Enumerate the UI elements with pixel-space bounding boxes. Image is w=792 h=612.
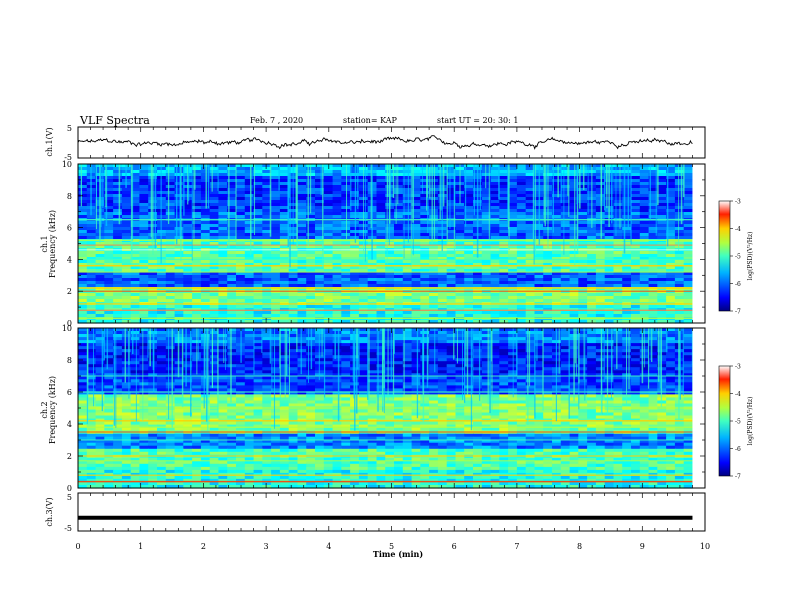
colorbar-tick-label: -5 (735, 419, 741, 426)
freq-tick-label: 10 (62, 324, 72, 333)
date-label: Feb. 7 , 2020 (250, 116, 303, 125)
ch2-spec-xticks (77, 328, 706, 488)
freq-tick-label: 4 (67, 420, 72, 429)
start-time-label: start UT = 20: 30: 1 (437, 116, 518, 125)
colorbar-tick-label: -4 (735, 226, 741, 233)
time-tick-label: 6 (452, 542, 457, 551)
freq-tick-label: 2 (67, 287, 72, 296)
ch1-spec-label: ch.1 (40, 235, 49, 252)
freq-tick-label: 0 (67, 484, 72, 493)
colorbar-tick-label: -3 (735, 199, 741, 206)
ch1-spectrogram-panel: 0 2 4 6 8 10 ch.1 Frequency (kHz) (40, 160, 706, 328)
ch2-spectrogram-panel: 0 2 4 6 8 10 ch.2 Frequency (kHz) (40, 324, 706, 493)
time-axis-label: Time (min) (373, 549, 423, 559)
ch2-freq-ticks: 0 2 4 6 8 10 (62, 324, 705, 493)
ch3-ylabel: ch.3(V) (45, 497, 54, 526)
freq-tick-label: 10 (62, 160, 72, 169)
ch1-spectrogram-image (78, 164, 705, 324)
time-tick-label: 1 (138, 542, 143, 551)
figure-title: VLF Spectra (79, 114, 150, 127)
ch2-colorbar-label: log(PSD)(V²/Hz) (747, 397, 754, 446)
colorbar-tick-label: -4 (735, 391, 741, 398)
ch2-freq-axis-label: Frequency (kHz) (48, 376, 57, 444)
ch3-waveform-panel: 5 -5 ch.3(V) (45, 492, 706, 533)
time-tick-label: 5 (389, 542, 394, 551)
ch1-freq-ticks: 0 2 4 6 8 10 (62, 160, 705, 328)
ch1-colorbar: -3 -4 -5 -6 -7 log(PSD)(V²/Hz) (718, 199, 754, 316)
station-label: station= KAP (343, 116, 398, 125)
time-tick-label: 10 (700, 542, 710, 551)
colorbar-tick-label: -6 (735, 446, 741, 453)
ch2-spec-label: ch.2 (40, 401, 49, 418)
ch1-colorbar-label: log(PSD)(V²/Hz) (747, 232, 754, 281)
freq-tick-label: 0 (67, 319, 72, 328)
freq-tick-label: 8 (67, 192, 72, 201)
time-tick-label: 8 (577, 542, 582, 551)
ch1-spec-xticks (77, 164, 706, 323)
freq-tick-label: 2 (67, 452, 72, 461)
ch1-ytick-bottom: -5 (64, 153, 72, 162)
ch1-ytick-top: 5 (67, 124, 72, 133)
colorbar-tick-label: -7 (735, 309, 741, 316)
ch1-waveform-panel: 5 -5 ch.1(V) (45, 124, 706, 162)
colorbar-tick-label: -6 (735, 281, 741, 288)
ch3-xticks (77, 492, 706, 532)
ch3-ytick-top: 5 (67, 493, 72, 502)
ch1-freq-axis-label: Frequency (kHz) (48, 210, 57, 278)
time-tick-label: 3 (264, 542, 269, 551)
freq-tick-label: 8 (67, 356, 72, 365)
ch3-ytick-bottom: -5 (64, 524, 72, 533)
colorbar-tick-label: -7 (735, 474, 741, 481)
ch1-waveform-line (77, 135, 693, 150)
ch2-colorbar: -3 -4 -5 -6 -7 log(PSD)(V²/Hz) (718, 364, 754, 481)
time-tick-label: 0 (75, 542, 80, 551)
time-tick-label: 9 (640, 542, 645, 551)
time-tick-label: 4 (326, 542, 331, 551)
freq-tick-label: 6 (67, 388, 72, 397)
ch1-xticks (77, 126, 706, 159)
freq-tick-label: 6 (67, 224, 72, 233)
ch2-spectrogram-image (78, 328, 705, 489)
colorbar-tick-label: -3 (735, 364, 741, 371)
freq-tick-label: 4 (67, 255, 72, 264)
ch1-ylabel: ch.1(V) (45, 127, 54, 156)
colorbar-tick-label: -5 (735, 254, 741, 261)
time-tick-label: 7 (514, 542, 519, 551)
time-tick-label: 2 (201, 542, 206, 551)
time-axis-tick-labels: 0 1 2 3 4 5 6 7 8 9 10 (75, 542, 710, 551)
